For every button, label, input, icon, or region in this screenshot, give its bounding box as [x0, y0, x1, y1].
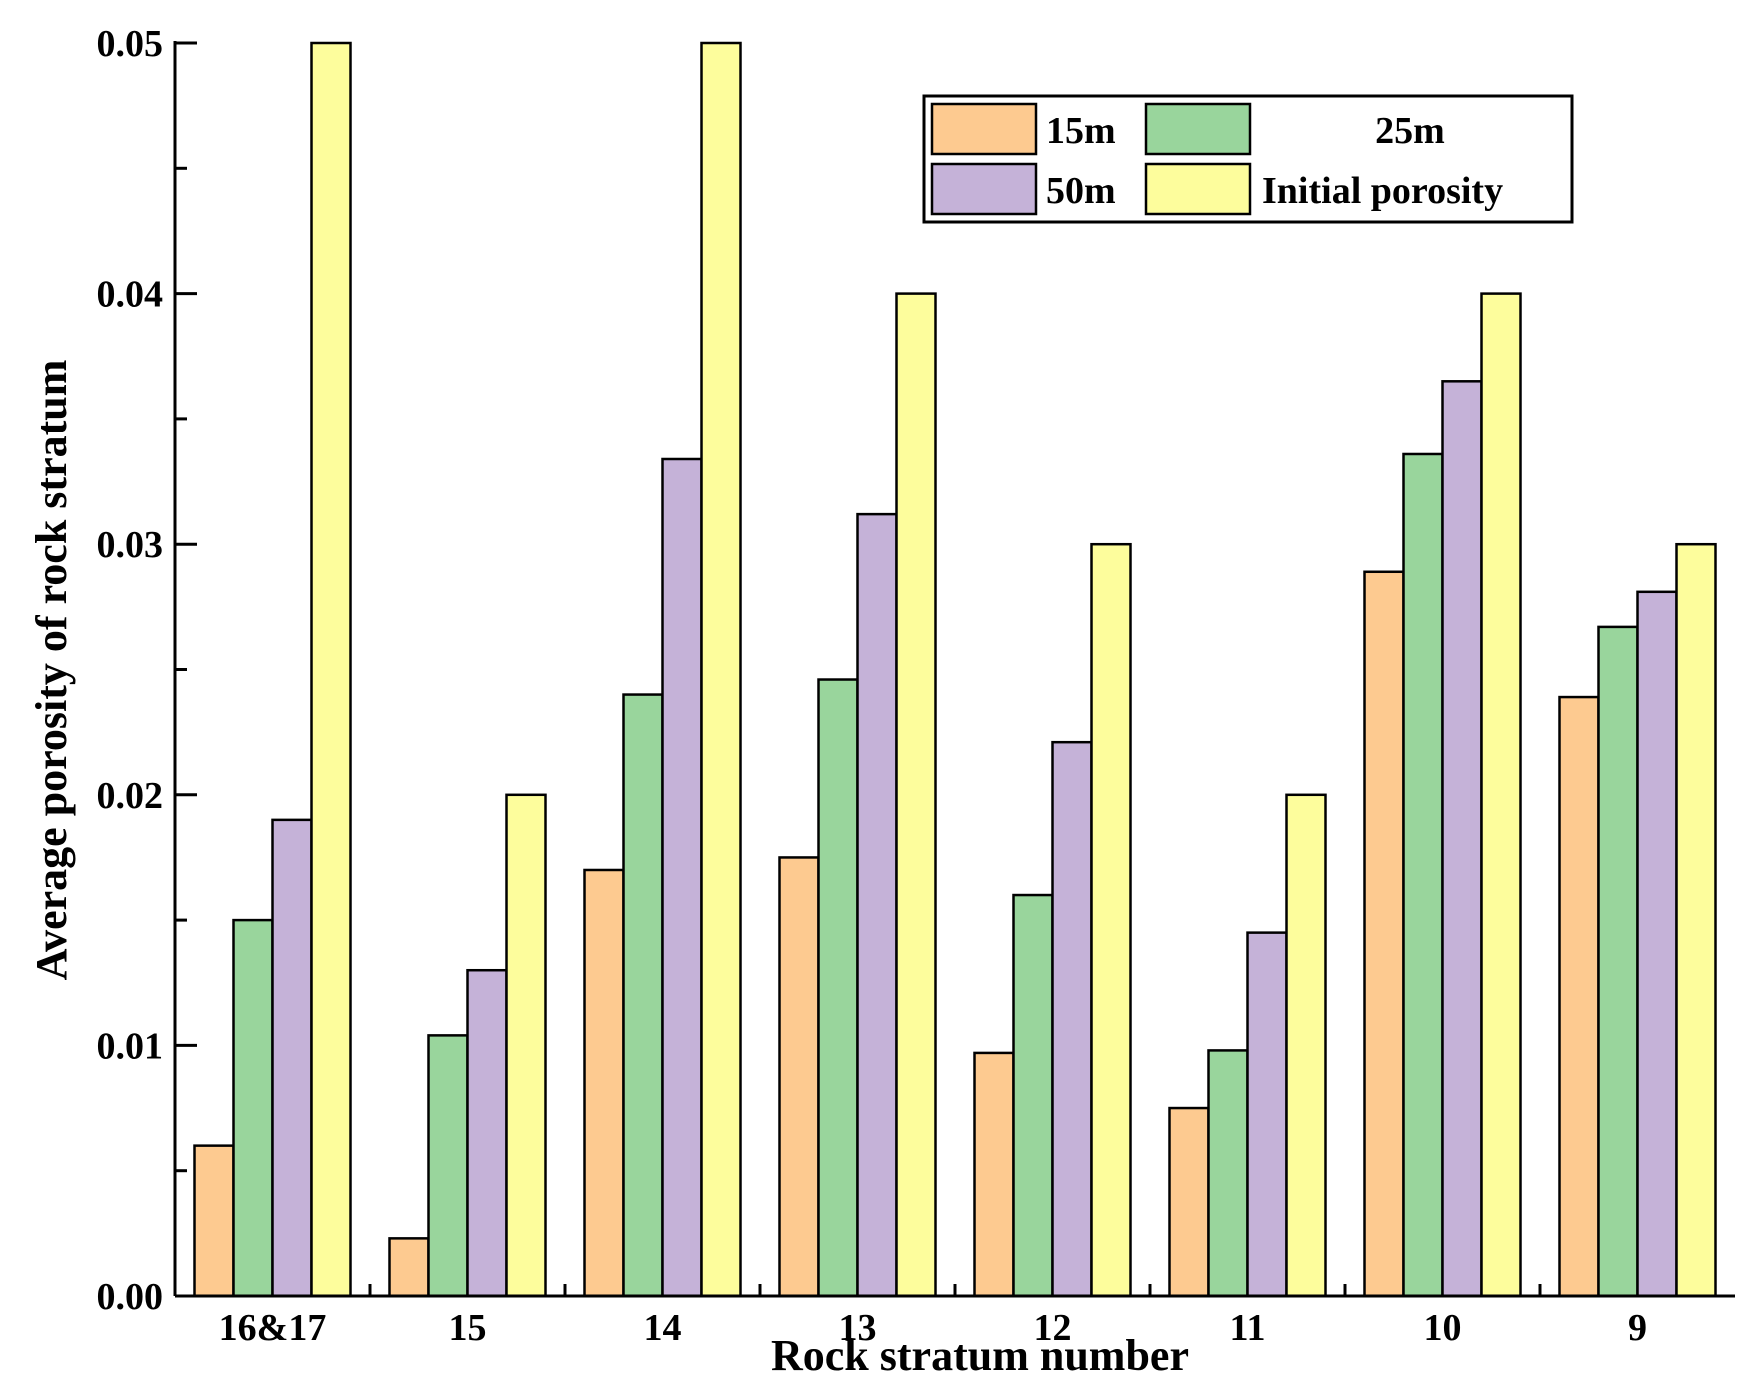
bar-15m-10: [1363, 570, 1405, 1298]
bar-initial-porosity-16-17: [310, 41, 352, 1298]
bar-25m-11: [1207, 1049, 1249, 1298]
bar-25m-9: [1597, 625, 1639, 1298]
legend-label-15m: 15m: [1046, 110, 1116, 152]
legend-label-50m: 50m: [1046, 170, 1116, 212]
bar-15m-16-17: [193, 1144, 235, 1298]
x-tick-label: 11: [1230, 1307, 1266, 1349]
bar-15m-9: [1558, 695, 1600, 1298]
bar-initial-porosity-15: [505, 793, 547, 1298]
legend-swatch-25m: [1144, 102, 1252, 156]
y-tick-label: 0.01: [97, 1025, 164, 1067]
bar-50m-15: [466, 968, 508, 1298]
y-tick-label: 0.05: [97, 23, 164, 65]
x-tick-label: 16&17: [219, 1307, 327, 1349]
bar-50m-13: [856, 512, 898, 1298]
bars-group: [193, 41, 1717, 1298]
bar-50m-9: [1636, 590, 1678, 1298]
x-tick-label: 14: [644, 1307, 682, 1349]
x-tick-label: 15: [449, 1307, 487, 1349]
bar-50m-14: [661, 457, 703, 1298]
legend-swatch-initial-porosity: [1144, 162, 1252, 216]
bar-initial-porosity-14: [700, 41, 742, 1298]
x-axis-title: Rock stratum number: [771, 1331, 1189, 1380]
bar-50m-16-17: [271, 818, 313, 1298]
bar-25m-14: [622, 693, 664, 1298]
y-tick-label: 0.04: [97, 274, 164, 316]
bar-initial-porosity-11: [1285, 793, 1327, 1298]
y-axis-title: Average porosity of rock stratum: [27, 360, 76, 981]
x-tick-label: 10: [1424, 1307, 1462, 1349]
bar-initial-porosity-10: [1480, 292, 1522, 1298]
y-tick-label: 0.03: [97, 524, 164, 566]
legend-label-25m: 25m: [1375, 110, 1445, 152]
legend-swatch-15m: [930, 102, 1038, 156]
bar-15m-15: [388, 1237, 430, 1298]
legend-swatch-50m: [930, 162, 1038, 216]
x-tick-label: 12: [1034, 1307, 1072, 1349]
bar-25m-12: [1012, 893, 1054, 1298]
bar-initial-porosity-12: [1090, 542, 1132, 1298]
y-tick-label: 0.02: [97, 775, 164, 817]
y-tick-label: 0.00: [97, 1276, 164, 1318]
bar-15m-13: [778, 856, 820, 1298]
y-ticks-group: 0.00 0.01 0.02 0.03 0.04 0.05: [97, 23, 197, 1318]
x-tick-label: 9: [1628, 1307, 1647, 1349]
bar-50m-11: [1246, 931, 1288, 1298]
legend: 15m 25m 50m Initial porosity: [922, 94, 1574, 224]
legend-label-initial-porosity: Initial porosity: [1262, 170, 1503, 212]
bar-25m-15: [427, 1034, 469, 1298]
bar-initial-porosity-9: [1675, 542, 1717, 1298]
bar-15m-12: [973, 1051, 1015, 1298]
x-tick-label: 13: [839, 1307, 877, 1349]
bar-50m-12: [1051, 740, 1093, 1298]
bar-initial-porosity-13: [895, 292, 937, 1298]
bar-50m-10: [1441, 380, 1483, 1298]
bar-25m-10: [1402, 452, 1444, 1298]
bar-15m-14: [583, 868, 625, 1298]
x-ticks-group: 16&17 15 14 13 12 11 10 9: [219, 1284, 1647, 1349]
bar-25m-16-17: [232, 918, 274, 1298]
bar-15m-11: [1168, 1106, 1210, 1298]
bar-25m-13: [817, 678, 859, 1298]
